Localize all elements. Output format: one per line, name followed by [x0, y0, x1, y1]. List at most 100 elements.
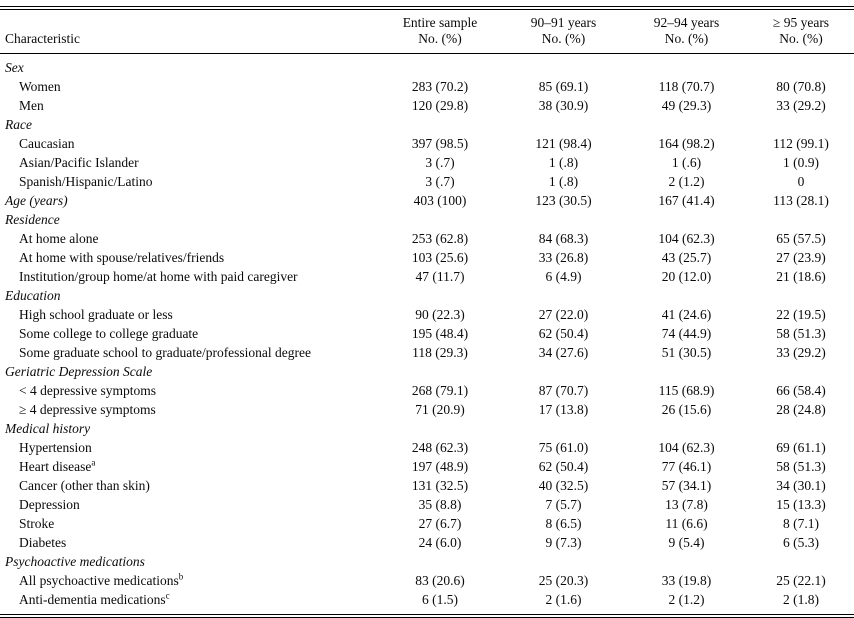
cell-value: 283 (70.2) [411, 79, 469, 94]
data-row: Diabetes 24 (6.0) 9 (7.3) 9 (5.4) 6 (5.3) [0, 533, 854, 552]
cell-value [378, 115, 502, 134]
cell-value: 164 (98.2) [658, 136, 715, 151]
cell-value: 195 (48.4) [411, 326, 469, 341]
cell-value: 74 (44.9) [661, 326, 712, 341]
cell-value [502, 115, 625, 134]
cell-value [748, 210, 854, 229]
cell-value: 121 (98.4) [535, 136, 592, 151]
cell-value: 7 (5.7) [545, 497, 582, 512]
cell-value: 34 (30.1) [776, 478, 826, 493]
row-label-text: Cancer (other than skin) [19, 478, 150, 493]
cell-value [625, 210, 748, 229]
row-label: Anti-dementia medicationsc [0, 590, 378, 614]
cell-value: 83 (20.6) [415, 573, 465, 588]
data-row: Depression 35 (8.8) 7 (5.7) 13 (7.8) 15 (13.… [0, 495, 854, 514]
cell-value: 13 (7.8) [665, 497, 708, 512]
data-row: Anti-dementia medicationsc 6 (1.5) 2 (1.6)… [0, 590, 854, 614]
row-label: Race [0, 115, 378, 134]
header-line1: ≥ 95 years [772, 15, 830, 30]
header-line2: No. (%) [779, 31, 823, 46]
row-label-text: Caucasian [19, 136, 75, 151]
cell-value [748, 419, 854, 438]
data-row: ≥ 4 depressive symptoms 71 (20.9) 17 (13.8… [0, 400, 854, 419]
data-row: Some graduate school to graduate/profess… [0, 343, 854, 362]
cell-value: 268 (79.1) [411, 383, 469, 398]
cell-value: 51 (30.5) [661, 345, 712, 360]
cell-value: 80 (70.8) [776, 79, 826, 94]
cell-value: 253 (62.8) [411, 231, 469, 246]
cell-value [502, 210, 625, 229]
section-row: Geriatric Depression Scale [0, 362, 854, 381]
row-label-text: Hypertension [19, 440, 92, 455]
data-row: Some college to college graduate 195 (48.… [0, 324, 854, 343]
footnote-marker: c [165, 590, 170, 601]
data-row: Caucasian 397 (98.5) 121 (98.4) 164 (98.2) 1… [0, 134, 854, 153]
cell-value: 113 (28.1) [773, 193, 829, 208]
cell-value: 77 (46.1) [661, 459, 712, 474]
row-label-text: Spanish/Hispanic/Latino [19, 174, 153, 189]
row-label: High school graduate or less [0, 305, 378, 324]
cell-value: 131 (32.5) [411, 478, 469, 493]
cell-value: 27 (22.0) [538, 307, 589, 322]
cell-value: 84 (68.3) [538, 231, 589, 246]
header-line2: No. (%) [418, 31, 462, 46]
row-label-text: Men [19, 98, 44, 113]
cell-value [502, 286, 625, 305]
cell-value: 248 (62.3) [411, 440, 469, 455]
cell-value: 118 (70.7) [658, 79, 715, 94]
cell-value [502, 54, 625, 78]
row-label-text: Geriatric Depression Scale [5, 364, 153, 379]
row-label-text: Diabetes [19, 535, 67, 550]
row-label-text: < 4 depressive symptoms [19, 383, 156, 398]
cell-value: 3 (.7) [425, 155, 455, 170]
section-row: Residence [0, 210, 854, 229]
row-label: Spanish/Hispanic/Latino [0, 172, 378, 191]
row-label-text: Depression [19, 497, 80, 512]
row-label-text: Stroke [19, 516, 55, 531]
header-characteristic: Characteristic [0, 10, 378, 54]
header-entire-sample: Entire sample No. (%) [378, 10, 502, 54]
header-line1: Entire sample [402, 15, 478, 30]
row-label: Stroke [0, 514, 378, 533]
cell-value: 3 (.7) [425, 174, 455, 189]
row-label-text: Women [19, 79, 61, 94]
cell-value [378, 210, 502, 229]
cell-value: 17 (13.8) [538, 402, 589, 417]
cell-value: 85 (69.1) [538, 79, 589, 94]
cell-value [378, 552, 502, 571]
data-row: Hypertension 248 (62.3) 75 (61.0) 104 (62.3… [0, 438, 854, 457]
row-label: Depression [0, 495, 378, 514]
cell-value: 62 (50.4) [538, 326, 589, 341]
section-row: Medical history [0, 419, 854, 438]
row-label: Age (years) [0, 191, 378, 210]
top-rule [0, 6, 854, 10]
section-row: Age (years) 403 (100) 123 (30.5) 167 (41.4)… [0, 191, 854, 210]
cell-value [625, 419, 748, 438]
header-line1: 90–91 years [530, 15, 597, 30]
data-row: Women 283 (70.2) 85 (69.1) 118 (70.7) 80 (70… [0, 77, 854, 96]
cell-value [625, 115, 748, 134]
cell-value: 25 (22.1) [776, 573, 826, 588]
row-label-text: Residence [5, 212, 60, 227]
cell-value: 2 (1.8) [783, 592, 819, 607]
cell-value: 1 (0.9) [783, 155, 819, 170]
cell-value: 0 [797, 174, 805, 189]
cell-value [378, 362, 502, 381]
row-label: Caucasian [0, 134, 378, 153]
data-row: All psychoactive medicationsb 83 (20.6) 25… [0, 571, 854, 590]
cell-value [502, 419, 625, 438]
footnote-marker: a [91, 457, 96, 468]
header-95-plus-years: ≥ 95 years No. (%) [748, 10, 854, 54]
cell-value: 115 (68.9) [658, 383, 715, 398]
cell-value: 34 (27.6) [538, 345, 589, 360]
header-90-91-years: 90–91 years No. (%) [502, 10, 625, 54]
data-row: Cancer (other than skin) 131 (32.5) 40 (32… [0, 476, 854, 495]
cell-value [625, 286, 748, 305]
cell-value: 33 (26.8) [538, 250, 589, 265]
cell-value: 65 (57.5) [776, 231, 826, 246]
cell-value: 1 (.6) [671, 155, 702, 170]
data-row: < 4 depressive symptoms 268 (79.1) 87 (70.… [0, 381, 854, 400]
cell-value: 49 (29.3) [661, 98, 712, 113]
cell-value [748, 54, 854, 78]
